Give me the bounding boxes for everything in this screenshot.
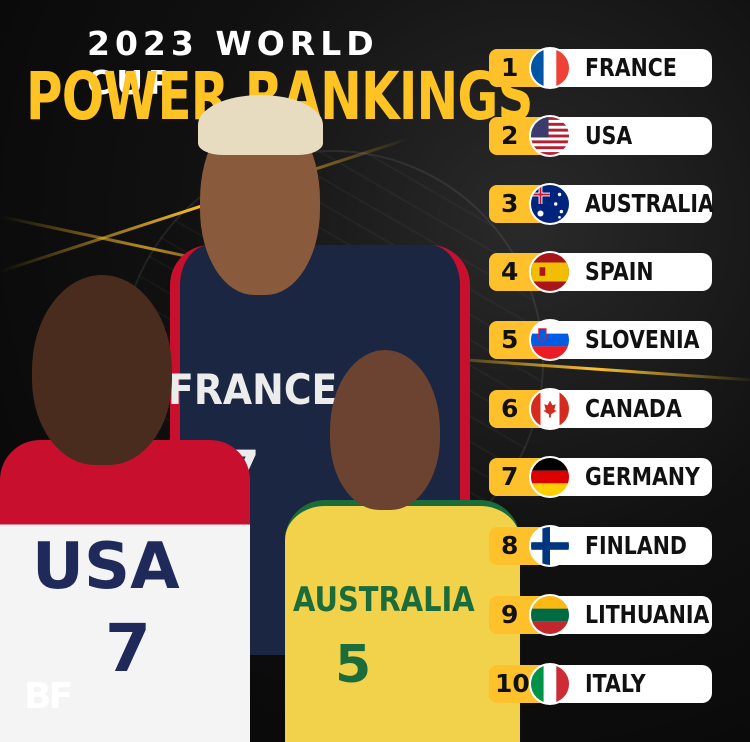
- country-name: USA: [585, 121, 633, 150]
- canada-flag-icon: [529, 388, 571, 430]
- country-name: CANADA: [585, 394, 682, 423]
- france-flag-icon: [529, 47, 571, 89]
- usa-flag-icon: [529, 115, 571, 157]
- country-name: FINLAND: [585, 531, 687, 560]
- italy-flag-icon: [529, 663, 571, 705]
- player-usa: USA 7: [0, 265, 265, 742]
- country-name: LITHUANIA: [585, 600, 710, 629]
- country-name: AUSTRALIA: [585, 189, 714, 218]
- spain-flag-icon: [529, 251, 571, 293]
- ranking-row: 9 LITHUANIA: [489, 594, 712, 636]
- germany-flag-icon: [529, 456, 571, 498]
- country-name: FRANCE: [585, 53, 677, 82]
- ranking-row: 8 FINLAND: [489, 525, 712, 567]
- ranking-row: 4 SPAIN: [489, 251, 712, 293]
- jersey-text-australia: AUSTRALIA: [293, 580, 475, 620]
- jersey-text-usa: USA: [32, 530, 180, 604]
- jersey-usa: [0, 440, 250, 742]
- country-name: GERMANY: [585, 462, 700, 491]
- australia-flag-icon: [529, 183, 571, 225]
- jersey-number-australia: 5: [335, 635, 372, 695]
- jersey-text-france: FRANCE: [168, 365, 338, 414]
- subtitle: 2023 WORLD CUP: [87, 24, 379, 102]
- ranking-row: 6 CANADA: [489, 388, 712, 430]
- player-australia: AUSTRALIA 5: [285, 335, 530, 742]
- finland-flag-icon: [529, 525, 571, 567]
- slovenia-flag-icon: [529, 319, 571, 361]
- bf-logo: BF: [24, 676, 73, 717]
- country-name: ITALY: [585, 669, 646, 698]
- ranking-row: 10 ITALY: [489, 663, 712, 705]
- hair-france: [198, 95, 323, 155]
- ranking-row: 3 AUSTRALIA: [489, 183, 714, 225]
- jersey-australia: [285, 500, 520, 742]
- head-usa: [32, 275, 172, 465]
- country-name: SLOVENIA: [585, 325, 700, 354]
- ranking-row: 5 SLOVENIA: [489, 319, 712, 361]
- jersey-number-usa: 7: [105, 610, 151, 687]
- lithuania-flag-icon: [529, 594, 571, 636]
- ranking-row: 2 USA: [489, 115, 712, 157]
- country-name: SPAIN: [585, 257, 654, 286]
- ranking-row: 1 FRANCE: [489, 47, 712, 89]
- head-australia: [330, 350, 440, 510]
- ranking-row: 7 GERMANY: [489, 456, 712, 498]
